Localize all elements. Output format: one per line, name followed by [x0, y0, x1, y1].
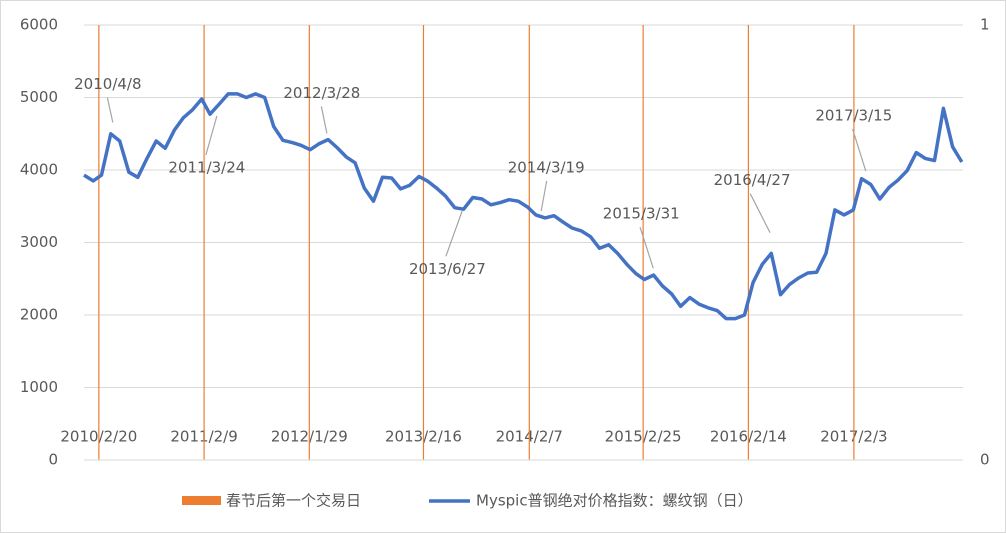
annotation-leader [540, 180, 548, 212]
annotation-label: 2014/3/19 [508, 158, 585, 176]
y2-tick-label: 1 [980, 16, 990, 34]
legend-label: 春节后第一个交易日 [226, 492, 361, 510]
legend-label: Myspic普钢绝对价格指数：螺纹钢（日） [476, 492, 753, 510]
annotation-label: 2010/4/8 [74, 75, 141, 93]
legend-swatch [182, 496, 221, 505]
y-tick-label: 4000 [20, 161, 58, 179]
y-tick-label: 3000 [20, 233, 58, 251]
y-tick-label: 1000 [20, 378, 58, 396]
annotation-label: 2013/6/27 [409, 260, 486, 278]
annotation-label: 2011/3/24 [168, 159, 245, 177]
annotation-leader [205, 115, 218, 156]
annotation-leader [445, 210, 463, 257]
annotation-leader [106, 97, 114, 123]
annotation-label: 2017/3/15 [815, 107, 892, 125]
y2-tick-label: 0 [980, 451, 990, 469]
y-tick-label: 0 [48, 451, 58, 469]
y-tick-label: 6000 [20, 16, 58, 34]
annotation-leader [320, 106, 328, 134]
annotation-label: 2015/3/31 [603, 205, 680, 223]
annotation-leader [852, 128, 867, 172]
annotation-label: 2012/3/28 [283, 84, 360, 102]
y-tick-label: 5000 [20, 88, 58, 106]
price-line [83, 92, 964, 321]
annotation-leader [639, 227, 654, 269]
annotation-label: 2016/4/27 [714, 171, 791, 189]
y-tick-label: 2000 [20, 306, 58, 324]
annotation-leader [749, 193, 771, 233]
